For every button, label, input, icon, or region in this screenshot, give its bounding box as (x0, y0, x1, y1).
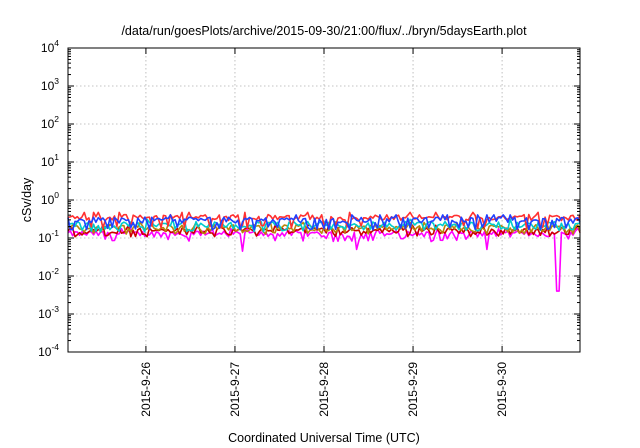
y-tick-label: 101 (41, 152, 59, 169)
x-tick-label: 2015-9-27 (228, 362, 242, 417)
x-tick-label: 2015-9-30 (495, 362, 509, 417)
ticks: 10-4 10-3 10-2 10-1 100 101 102 103 104 2015-9-26… (38, 38, 580, 417)
x-tick-label: 2015-9-28 (317, 362, 331, 417)
y-tick-label: 104 (41, 38, 59, 55)
grid (68, 48, 580, 352)
series-group (67, 211, 581, 292)
y-tick-label: 10-3 (38, 304, 59, 321)
y-tick-label: 10-2 (38, 266, 59, 283)
y-tick-label: 10-4 (38, 342, 59, 359)
series-line-6 (67, 214, 581, 231)
y-tick-label: 103 (41, 76, 59, 93)
y-tick-label: 10-1 (38, 228, 59, 245)
chart-title: /data/run/goesPlots/archive/2015-09-30/2… (121, 24, 527, 38)
x-axis-label: Coordinated Universal Time (UTC) (228, 431, 420, 445)
x-tick-label: 2015-9-26 (139, 362, 153, 417)
series-line-4 (67, 218, 581, 233)
series-line-1 (67, 227, 581, 292)
y-axis-label: cSv/day (20, 177, 34, 222)
y-tick-label: 100 (41, 190, 59, 207)
x-tick-label: 2015-9-29 (406, 362, 420, 417)
y-tick-label: 102 (41, 114, 59, 131)
